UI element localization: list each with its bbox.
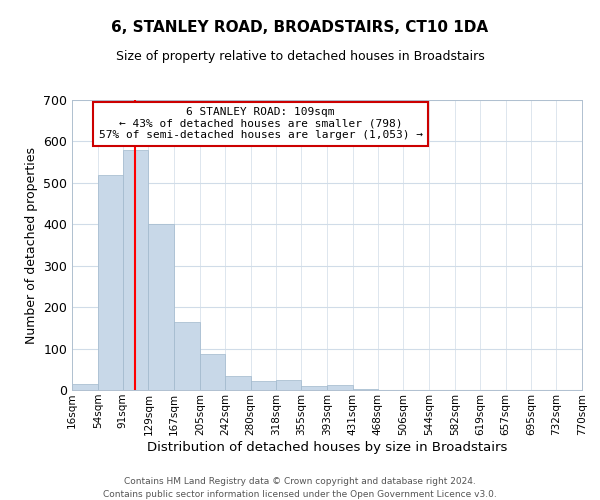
Bar [225,376,251,390]
Bar [301,386,327,390]
Bar [98,174,123,390]
Bar [174,322,200,390]
Bar [327,385,353,390]
Y-axis label: Number of detached properties: Number of detached properties [25,146,38,344]
Text: Contains public sector information licensed under the Open Government Licence v3: Contains public sector information licen… [103,490,497,499]
Bar [72,384,98,390]
Bar [276,380,301,390]
Text: 6, STANLEY ROAD, BROADSTAIRS, CT10 1DA: 6, STANLEY ROAD, BROADSTAIRS, CT10 1DA [112,20,488,35]
Bar [353,389,378,390]
Text: Distribution of detached houses by size in Broadstairs: Distribution of detached houses by size … [147,441,507,454]
Bar [148,224,174,390]
Bar [123,150,148,390]
Text: Contains HM Land Registry data © Crown copyright and database right 2024.: Contains HM Land Registry data © Crown c… [124,478,476,486]
Text: Size of property relative to detached houses in Broadstairs: Size of property relative to detached ho… [116,50,484,63]
Bar [200,354,225,390]
Bar [251,381,276,390]
Text: 6 STANLEY ROAD: 109sqm
← 43% of detached houses are smaller (798)
57% of semi-de: 6 STANLEY ROAD: 109sqm ← 43% of detached… [98,108,422,140]
